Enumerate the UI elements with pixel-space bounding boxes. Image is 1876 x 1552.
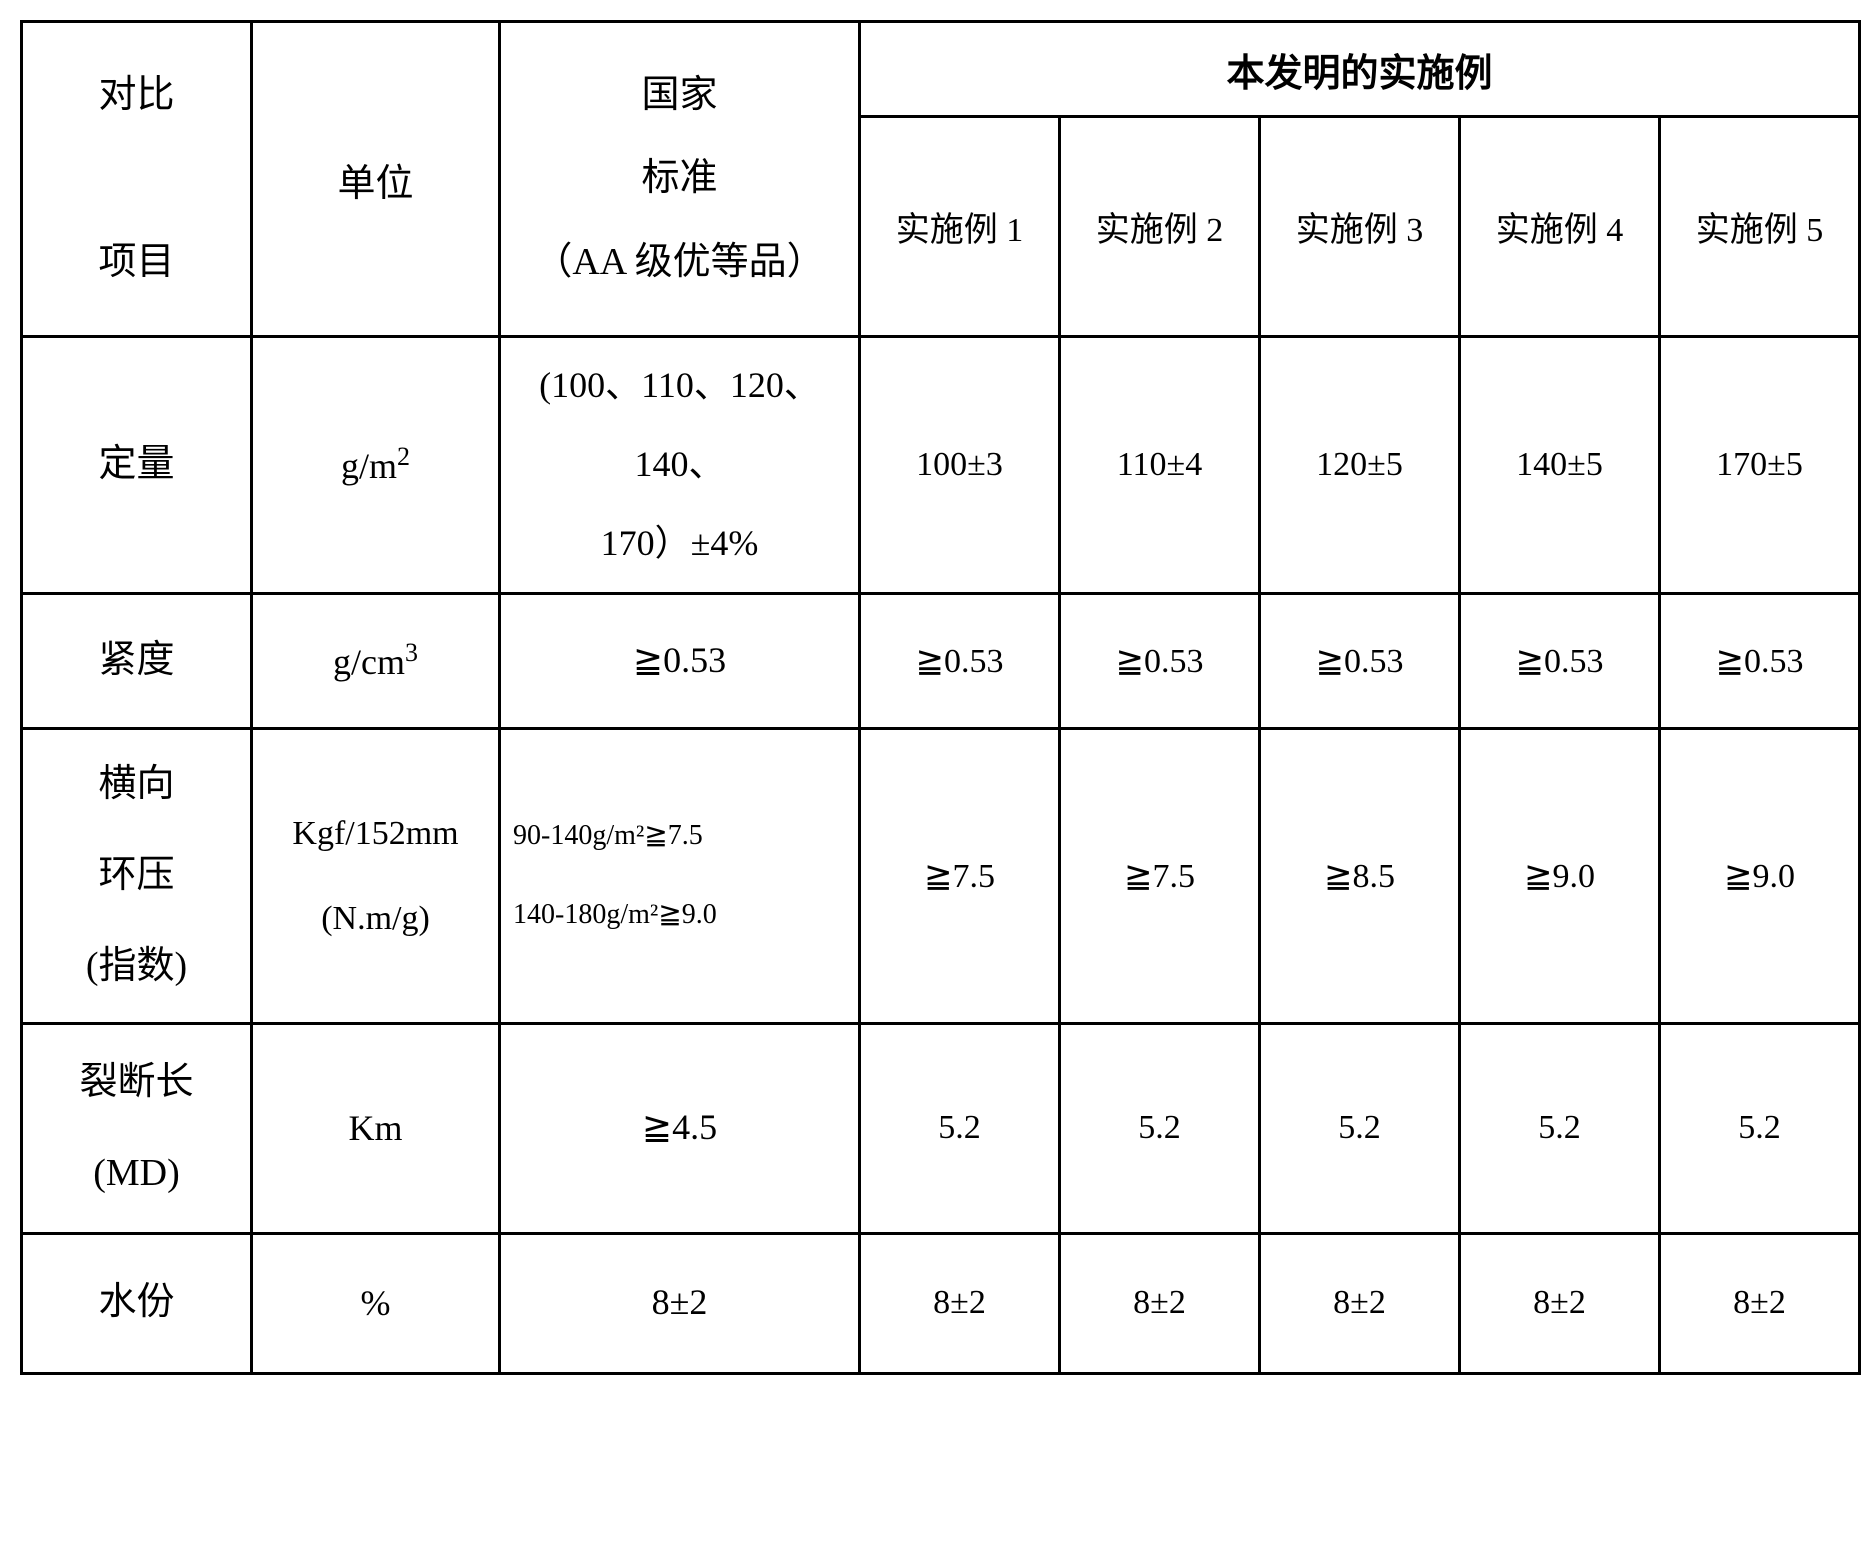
row-label-ring-crush: 横向 环压 (指数) — [22, 728, 252, 1023]
data-break-4: 5.2 — [1460, 1023, 1660, 1233]
comparison-table: 对比 项目 单位 国家 标准 （AA 级优等品） 本发明的实施例 实施例 1 实… — [20, 20, 1861, 1375]
table-row-breaking-length: 裂断长 (MD) Km ≧4.5 5.2 5.2 5.2 5.2 5.2 — [22, 1023, 1860, 1233]
comparison-table-container: 对比 项目 单位 国家 标准 （AA 级优等品） 本发明的实施例 实施例 1 实… — [20, 20, 1856, 1375]
data-moisture-2: 8±2 — [1060, 1233, 1260, 1373]
data-ring-3: ≧8.5 — [1260, 728, 1460, 1023]
row-label-tightness: 紧度 — [22, 593, 252, 728]
data-quantitative-3: 120±5 — [1260, 337, 1460, 594]
data-break-1: 5.2 — [860, 1023, 1060, 1233]
unit-ring-crush: Kgf/152mm (N.m/g) — [252, 728, 500, 1023]
header-invention-examples: 本发明的实施例 — [860, 22, 1860, 117]
data-ring-4: ≧9.0 — [1460, 728, 1660, 1023]
ring-label-1: 横向 — [98, 763, 174, 805]
row-label-quantitative: 定量 — [22, 337, 252, 594]
header-example-5: 实施例 5 — [1660, 117, 1860, 337]
header-unit: 单位 — [252, 22, 500, 337]
header-example-4: 实施例 4 — [1460, 117, 1660, 337]
table-row-ring-crush: 横向 环压 (指数) Kgf/152mm (N.m/g) 90-140g/m²≧… — [22, 728, 1860, 1023]
unit-quantitative: g/m2 — [252, 337, 500, 594]
header-row-1: 对比 项目 单位 国家 标准 （AA 级优等品） 本发明的实施例 — [22, 22, 1860, 117]
header-compare-item: 对比 项目 — [22, 22, 252, 337]
data-break-2: 5.2 — [1060, 1023, 1260, 1233]
unit-moisture: % — [252, 1233, 500, 1373]
compare-label-1: 对比 — [98, 74, 174, 116]
data-ring-1: ≧7.5 — [860, 728, 1060, 1023]
header-example-2: 实施例 2 — [1060, 117, 1260, 337]
data-tightness-1: ≧0.53 — [860, 593, 1060, 728]
data-moisture-1: 8±2 — [860, 1233, 1060, 1373]
data-moisture-3: 8±2 — [1260, 1233, 1460, 1373]
unit-breaking-length: Km — [252, 1023, 500, 1233]
data-quantitative-2: 110±4 — [1060, 337, 1260, 594]
standard-q-line1: (100、110、120、140、 — [539, 365, 820, 484]
ring-unit-1: Kgf/152mm — [292, 815, 458, 852]
standard-q-line2: 170）±4% — [601, 523, 759, 563]
standard-ring-crush: 90-140g/m²≧7.5 140-180g/m²≧9.0 — [500, 728, 860, 1023]
table-row-tightness: 紧度 g/cm3 ≧0.53 ≧0.53 ≧0.53 ≧0.53 ≧0.53 ≧… — [22, 593, 1860, 728]
standard-label-2: 标准 — [641, 157, 717, 199]
header-example-1: 实施例 1 — [860, 117, 1060, 337]
header-example-3: 实施例 3 — [1260, 117, 1460, 337]
ring-std-1: 90-140g/m²≧7.5 — [513, 820, 703, 851]
data-quantitative-1: 100±3 — [860, 337, 1060, 594]
data-tightness-2: ≧0.53 — [1060, 593, 1260, 728]
ring-std-2: 140-180g/m²≧9.0 — [513, 899, 717, 930]
data-quantitative-5: 170±5 — [1660, 337, 1860, 594]
data-tightness-3: ≧0.53 — [1260, 593, 1460, 728]
standard-breaking-length: ≧4.5 — [500, 1023, 860, 1233]
data-ring-2: ≧7.5 — [1060, 728, 1260, 1023]
break-label-2: (MD) — [93, 1152, 180, 1194]
data-ring-5: ≧9.0 — [1660, 728, 1860, 1023]
data-break-5: 5.2 — [1660, 1023, 1860, 1233]
compare-label-2: 项目 — [98, 241, 174, 283]
ring-unit-2: (N.m/g) — [321, 900, 430, 937]
table-row-quantitative: 定量 g/m2 (100、110、120、140、 170）±4% 100±3 … — [22, 337, 1860, 594]
table-row-moisture: 水份 % 8±2 8±2 8±2 8±2 8±2 8±2 — [22, 1233, 1860, 1373]
row-label-breaking-length: 裂断长 (MD) — [22, 1023, 252, 1233]
unit-tightness: g/cm3 — [252, 593, 500, 728]
data-quantitative-4: 140±5 — [1460, 337, 1660, 594]
break-label-1: 裂断长 — [79, 1061, 193, 1103]
standard-quantitative: (100、110、120、140、 170）±4% — [500, 337, 860, 594]
data-tightness-4: ≧0.53 — [1460, 593, 1660, 728]
data-tightness-5: ≧0.53 — [1660, 593, 1860, 728]
standard-moisture: 8±2 — [500, 1233, 860, 1373]
data-moisture-5: 8±2 — [1660, 1233, 1860, 1373]
ring-label-2: 环压 — [98, 854, 174, 896]
data-moisture-4: 8±2 — [1460, 1233, 1660, 1373]
ring-label-3: (指数) — [86, 945, 187, 987]
standard-label-3: （AA 级优等品） — [534, 241, 824, 283]
standard-label-1: 国家 — [641, 74, 717, 116]
data-break-3: 5.2 — [1260, 1023, 1460, 1233]
header-national-standard: 国家 标准 （AA 级优等品） — [500, 22, 860, 337]
standard-tightness: ≧0.53 — [500, 593, 860, 728]
row-label-moisture: 水份 — [22, 1233, 252, 1373]
